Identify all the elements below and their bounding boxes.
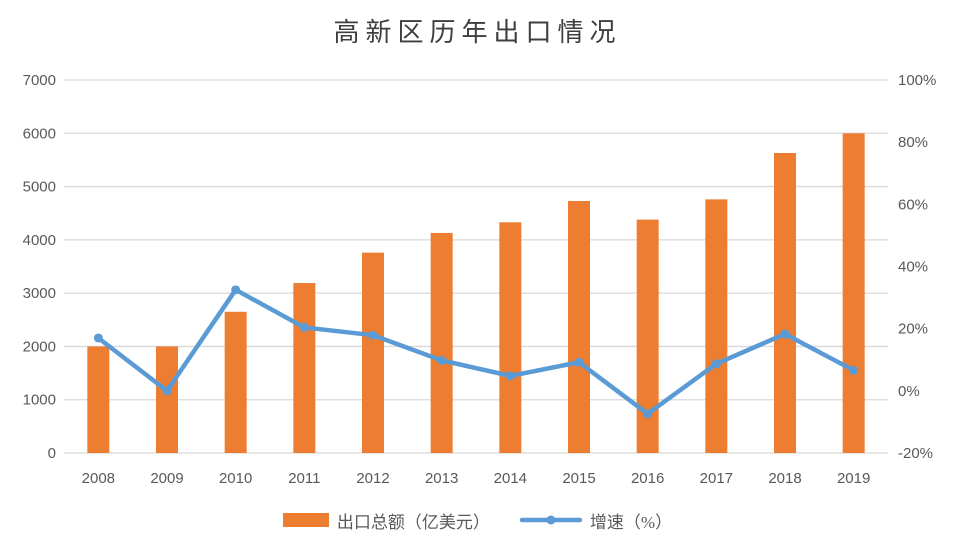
left-axis-tick: 1000 bbox=[23, 392, 56, 409]
bar-2014 bbox=[499, 222, 522, 453]
left-axis-tick: 3000 bbox=[23, 285, 56, 302]
left-axis-tick: 2000 bbox=[23, 338, 56, 355]
line-marker-2019 bbox=[849, 365, 859, 375]
bar-2017 bbox=[705, 199, 728, 453]
x-axis-label-2013: 2013 bbox=[425, 470, 458, 487]
x-axis-label-2014: 2014 bbox=[494, 470, 527, 487]
x-axis-label-2016: 2016 bbox=[631, 470, 664, 487]
x-axis-label-2019: 2019 bbox=[837, 470, 870, 487]
right-axis-tick: 40% bbox=[898, 259, 928, 276]
left-axis-tick: 4000 bbox=[23, 232, 56, 249]
right-axis-tick: 20% bbox=[898, 321, 928, 338]
line-marker-2008 bbox=[93, 333, 103, 343]
line-marker-2009 bbox=[162, 386, 172, 396]
bar-2018 bbox=[774, 153, 796, 453]
chart-title: 高新区历年出口情况 bbox=[333, 18, 622, 47]
right-axis-tick: 100% bbox=[898, 72, 936, 89]
x-axis-label-2018: 2018 bbox=[768, 470, 801, 487]
bar-2009 bbox=[156, 346, 178, 453]
x-axis-label-2015: 2015 bbox=[562, 470, 595, 487]
x-axis-label-2017: 2017 bbox=[700, 470, 733, 487]
line-marker-2013 bbox=[437, 355, 447, 365]
legend-bar-label: 出口总额（亿美元） bbox=[336, 512, 490, 532]
right-axis-tick: 80% bbox=[898, 134, 928, 151]
x-axis-label-2011: 2011 bbox=[288, 470, 320, 487]
left-axis-tick: 5000 bbox=[23, 179, 56, 196]
left-axis-tick: 6000 bbox=[23, 125, 56, 142]
legend-line-swatch-icon bbox=[519, 515, 582, 525]
x-axis-label-2008: 2008 bbox=[82, 470, 115, 487]
bar-2019 bbox=[842, 133, 865, 454]
x-axis-label-2010: 2010 bbox=[219, 470, 252, 487]
bar-2012 bbox=[362, 252, 384, 453]
right-axis-tick: -20% bbox=[898, 445, 933, 462]
bar-2016 bbox=[636, 219, 659, 453]
left-axis-tick: 0 bbox=[48, 445, 56, 462]
legend-line-label: 增速（%） bbox=[589, 512, 673, 532]
bar-2011 bbox=[293, 283, 316, 453]
x-axis-label-2012: 2012 bbox=[356, 470, 389, 487]
growth-line bbox=[96, 287, 856, 417]
left-axis-tick: 7000 bbox=[23, 72, 56, 89]
line-marker-2011 bbox=[299, 322, 309, 332]
bar-2008 bbox=[87, 346, 110, 453]
line-marker-2016 bbox=[643, 409, 653, 419]
right-axis-tick: 0% bbox=[898, 383, 920, 400]
x-axis-label-2009: 2009 bbox=[150, 470, 183, 487]
chart-legend: 出口总额（亿美元） 增速（%） bbox=[0, 507, 955, 533]
line-marker-2012 bbox=[368, 330, 378, 340]
bar-2015 bbox=[568, 200, 590, 453]
line-marker-2010 bbox=[231, 285, 241, 295]
line-marker-2014 bbox=[505, 371, 515, 381]
line-marker-2017 bbox=[711, 359, 721, 369]
line-marker-2018 bbox=[780, 329, 790, 339]
line-marker-2015 bbox=[574, 357, 584, 367]
bar-2013 bbox=[430, 232, 453, 453]
bar-2010 bbox=[224, 311, 247, 453]
legend-bar-swatch-icon bbox=[282, 513, 329, 527]
right-axis-tick: 60% bbox=[898, 196, 928, 213]
